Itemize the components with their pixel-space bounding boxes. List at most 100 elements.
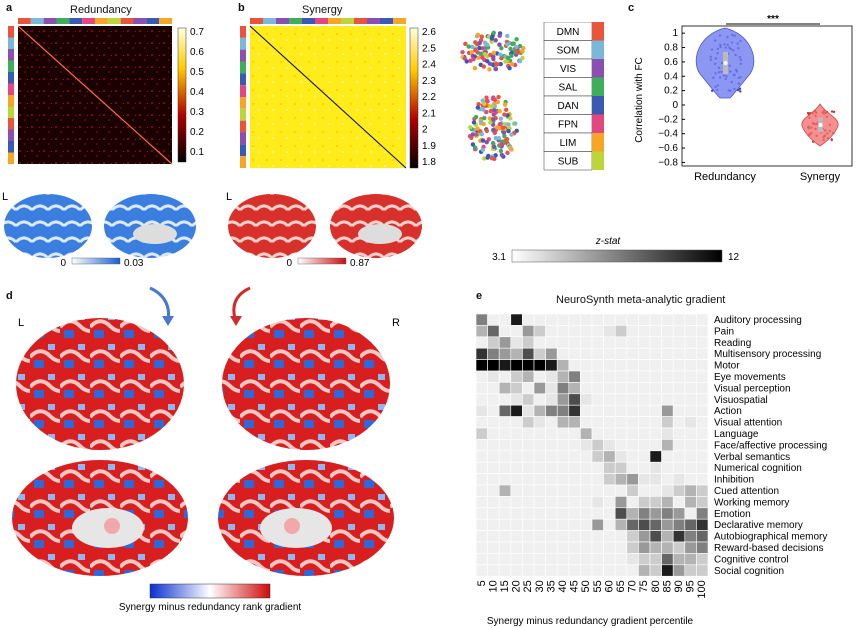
gradient-right-subcortex bbox=[284, 518, 300, 534]
neurosynth-cell bbox=[649, 530, 662, 543]
neurosynth-cell bbox=[510, 564, 523, 577]
neurosynth-cell bbox=[661, 382, 674, 395]
neurosynth-xtick-label: 100 bbox=[696, 580, 708, 598]
neurosynth-cell bbox=[510, 496, 523, 509]
neurosynth-cell bbox=[510, 473, 523, 486]
neurosynth-cell bbox=[522, 325, 535, 338]
neurosynth-terms: Auditory processingPainReadingMultisenso… bbox=[714, 315, 827, 577]
neurosynth-cell bbox=[498, 518, 512, 531]
neurosynth-cell bbox=[568, 518, 581, 531]
neurosynth-cell bbox=[510, 484, 523, 497]
colorbar-tick-label: 2.2 bbox=[422, 92, 436, 103]
brain-node bbox=[468, 125, 473, 130]
brain-node bbox=[480, 138, 486, 143]
neurosynth-cell bbox=[510, 336, 523, 349]
neurosynth-cell bbox=[487, 496, 500, 509]
neurosynth-cell bbox=[661, 518, 674, 531]
neurosynth-xtick-label: 55 bbox=[592, 580, 604, 592]
network-legend-swatch bbox=[592, 77, 604, 96]
neurosynth-cell bbox=[696, 564, 709, 577]
neurosynth-cell bbox=[580, 484, 593, 497]
neurosynth-cell bbox=[510, 347, 523, 360]
neurosynth-cell bbox=[498, 530, 512, 543]
colorbar-tick-label: 0.4 bbox=[190, 87, 204, 98]
neurosynth-cell bbox=[638, 382, 651, 395]
brain-node bbox=[503, 59, 508, 64]
neurosynth-cell bbox=[475, 530, 488, 543]
neurosynth-cell bbox=[498, 564, 512, 577]
neurosynth-cell bbox=[638, 496, 651, 509]
neurosynth-cell bbox=[626, 404, 639, 417]
neurosynth-cell bbox=[522, 370, 535, 383]
neurosynth-cell bbox=[603, 553, 616, 566]
network-legend-label: LIM bbox=[560, 138, 577, 149]
neurosynth-cell bbox=[591, 450, 604, 463]
network-bar-segment bbox=[8, 129, 14, 141]
neurosynth-cell bbox=[522, 359, 535, 372]
neurosynth-term-label: Cognitive control bbox=[714, 554, 788, 565]
significance-stars: *** bbox=[767, 14, 779, 25]
neurosynth-cell bbox=[487, 325, 500, 338]
redundancy-brain-max: 0.03 bbox=[124, 258, 144, 269]
neurosynth-cell bbox=[626, 518, 639, 531]
network-bar-segment bbox=[240, 49, 246, 62]
neurosynth-cell bbox=[684, 461, 697, 474]
neurosynth-cell bbox=[672, 382, 686, 395]
neurosynth-cell bbox=[510, 359, 523, 372]
neurosynth-cell bbox=[696, 473, 709, 486]
neurosynth-cell bbox=[626, 496, 639, 509]
neurosynth-cell bbox=[475, 427, 488, 440]
neurosynth-cell bbox=[626, 439, 639, 452]
neurosynth-cell bbox=[522, 496, 535, 509]
neurosynth-cell bbox=[475, 439, 488, 452]
neurosynth-term-label: Eye movements bbox=[714, 372, 786, 383]
colorbar-tick-label: 0.6 bbox=[190, 47, 204, 58]
brain-node bbox=[491, 117, 496, 122]
network-bar-segment bbox=[8, 106, 14, 118]
neurosynth-cell bbox=[638, 461, 651, 474]
neurosynth-cell bbox=[533, 507, 546, 520]
neurosynth-cell bbox=[649, 404, 662, 417]
neurosynth-cell bbox=[545, 370, 558, 383]
neurosynth-cell bbox=[614, 496, 628, 509]
panel-letter-d: d bbox=[6, 290, 13, 302]
neurosynth-cell bbox=[545, 530, 558, 543]
neurosynth-cell bbox=[498, 507, 512, 520]
neurosynth-cell bbox=[510, 325, 523, 338]
brain-node bbox=[497, 42, 502, 47]
synergy-matrix-figure: 2.6 2.5 2.4 2.3 2.2 2.1 2 1.9 1.8 bbox=[240, 18, 436, 169]
neurosynth-cell bbox=[568, 541, 581, 554]
brain-node bbox=[482, 51, 488, 57]
brain-node bbox=[478, 51, 483, 57]
network-bar-segment bbox=[43, 18, 57, 24]
synergy-brain-lateral bbox=[228, 194, 316, 258]
neurosynth-cell bbox=[522, 450, 535, 463]
neurosynth-cell bbox=[545, 461, 558, 474]
network-bar-segment bbox=[8, 83, 14, 95]
network-bar-segment bbox=[8, 118, 14, 130]
brain-node bbox=[493, 66, 499, 72]
neurosynth-cell bbox=[672, 416, 686, 429]
neurosynth-cell bbox=[556, 439, 570, 452]
neurosynth-cell bbox=[498, 450, 512, 463]
neurosynth-cell bbox=[614, 439, 628, 452]
neurosynth-cell bbox=[626, 393, 639, 406]
neurosynth-cell bbox=[684, 370, 697, 383]
neurosynth-cell bbox=[684, 404, 697, 417]
neurosynth-cell bbox=[475, 484, 488, 497]
neurosynth-cell bbox=[684, 473, 697, 486]
brain-node bbox=[508, 46, 513, 52]
neurosynth-cell bbox=[603, 347, 616, 360]
neurosynth-cell bbox=[614, 393, 628, 406]
brain-node bbox=[498, 52, 503, 57]
neurosynth-cell bbox=[614, 313, 628, 326]
brain-node bbox=[509, 132, 514, 137]
neurosynth-cell bbox=[556, 450, 570, 463]
neurosynth-cell bbox=[533, 473, 546, 486]
neurosynth-cell bbox=[672, 336, 686, 349]
neurosynth-cell bbox=[556, 518, 570, 531]
neurosynth-cell bbox=[603, 530, 616, 543]
network-legend-label: VIS bbox=[560, 64, 576, 75]
brain-node bbox=[494, 125, 500, 130]
neurosynth-cell bbox=[649, 370, 662, 383]
